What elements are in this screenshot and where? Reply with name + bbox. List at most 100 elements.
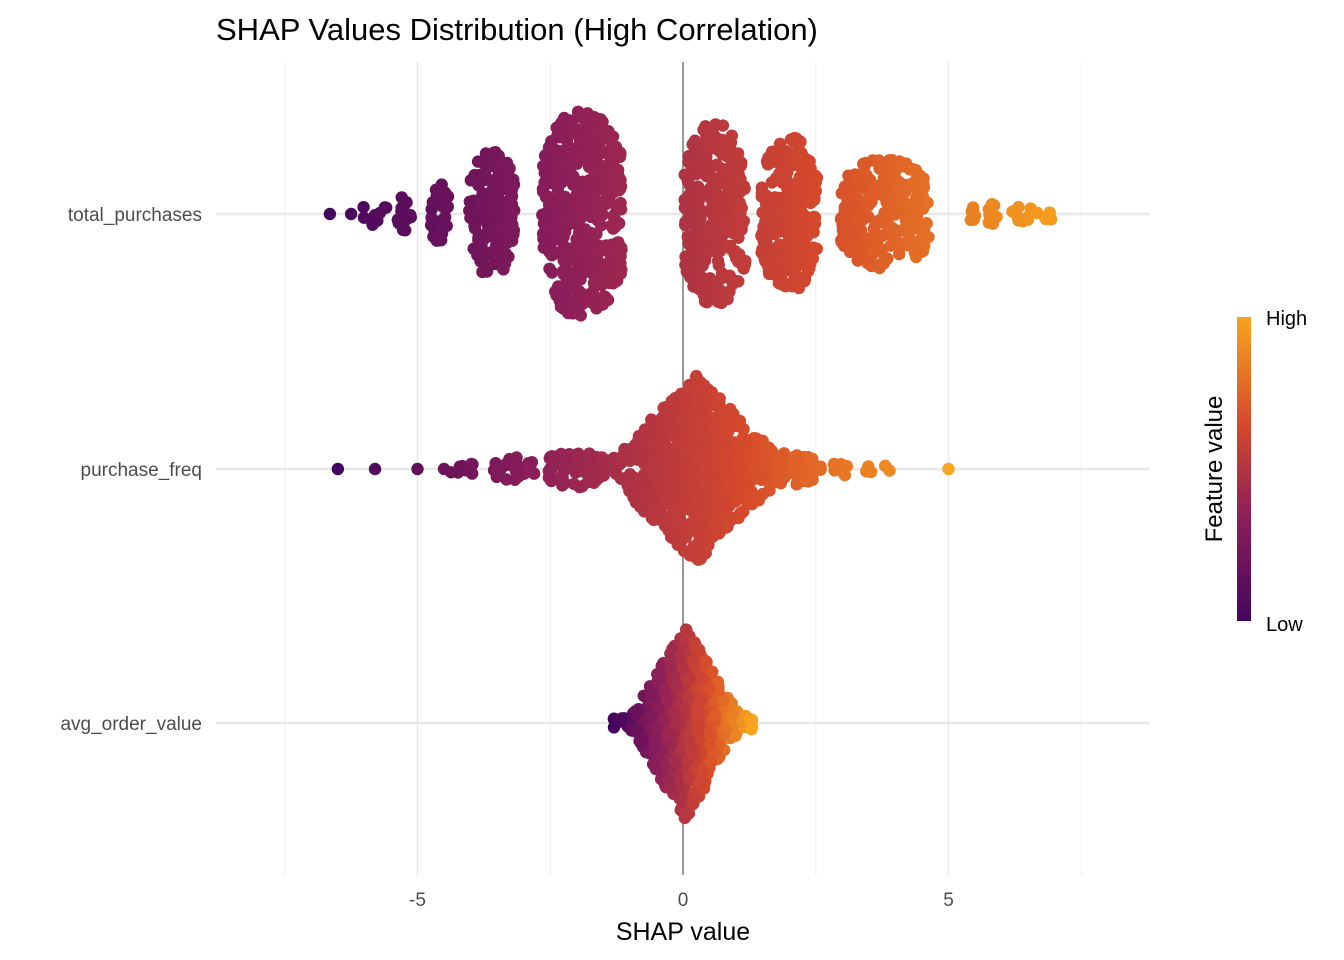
shap-point-purchase_freq-7-783 [654,425,667,438]
shap-point-total_purchases-6-412 [608,270,621,284]
shap-point-total_purchases-7-185 [725,129,739,142]
beeswarm-points [323,105,1058,825]
shap-point-total_purchases-9-117 [847,203,860,217]
shap-point-total_purchases-11-10 [1012,200,1025,214]
shap-point-total_purchases-1-0 [344,207,358,221]
shap-point-total_purchases-6-401 [586,176,600,190]
shap-point-total_purchases-5-161 [491,248,505,261]
shap-point-purchase_freq-7-779 [704,469,718,483]
shap-point-purchase_freq-7-584 [694,552,707,565]
shap-point-total_purchases-6-334 [612,217,626,230]
shap-point-total_purchases-7-285 [684,179,697,192]
shap-point-total_purchases-8-216 [784,133,798,146]
shap-point-purchase_freq-7-741 [684,479,697,492]
shap-point-avg_order_value-1-628 [706,665,719,678]
shap-point-total_purchases-6-414 [538,176,551,189]
shap-point-purchase_freq-7-461 [706,420,719,434]
shap-point-avg_order_value-1-618 [704,756,718,769]
shap-point-total_purchases-5-128 [504,214,517,227]
shap-point-total_purchases-7-299 [733,252,746,266]
shap-point-avg_order_value-1-586 [711,675,725,688]
shap-point-total_purchases-6-390 [568,178,582,191]
shap-point-purchase_freq-8-55 [770,471,783,484]
shap-point-total_purchases-7-288 [685,247,699,260]
shap-point-total_purchases-8-233 [775,209,789,222]
shap-point-total_purchases-8-226 [795,206,809,219]
shap-point-purchase_freq-8-56 [799,466,812,479]
shap-point-purchase_freq-7-765 [675,414,689,427]
shap-point-total_purchases-5-98 [476,265,489,279]
shap-point-total_purchases-9-162 [878,206,891,220]
shap-point-total_purchases-9-195 [851,254,864,267]
shap-point-purchase_freq-8-57 [755,459,768,472]
shap-point-total_purchases-6-94 [543,262,556,276]
shap-point-total_purchases-6-283 [567,307,580,320]
shap-point-purchase_freq-7-578 [660,465,673,479]
shap-point-avg_order_value-1-632 [649,736,662,749]
shap-point-purchase_freq-7-796 [717,461,731,474]
shap-point-avg_order_value-2-10 [743,713,757,726]
shap-point-total_purchases-8-238 [795,241,809,255]
shap-point-purchase_freq-10-0 [942,462,955,476]
shap-point-total_purchases-6-396 [560,118,574,131]
shap-point-purchase_freq-7-734 [665,531,678,544]
shap-point-purchase_freq-7-722 [680,391,693,404]
shap-point-total_purchases-9-241 [880,178,893,192]
shap-point-total_purchases-6-375 [594,113,607,126]
legend-color-bar [1237,316,1251,622]
shap-point-total_purchases-9-246 [878,252,892,265]
shap-point-total_purchases-9-247 [837,221,850,234]
shap-point-total_purchases-6-285 [550,288,563,301]
shap-point-total_purchases-7-225 [699,120,712,133]
shap-point-total_purchases-8-208 [756,242,769,256]
shap-point-total_purchases-6-392 [559,202,572,216]
shap-point-avg_order_value-1-637 [667,706,680,720]
shap-point-purchase_freq-7-791 [620,452,633,465]
shap-point-total_purchases-9-208 [907,196,921,209]
shap-point-total_purchases-7-269 [694,212,707,226]
shap-point-purchase_freq-7-593 [633,432,646,446]
shap-point-total_purchases-6-399 [606,130,620,143]
shap-point-total_purchases-7-296 [733,224,747,237]
shap-point-avg_order_value-1-647 [631,705,645,718]
shap-point-total_purchases-7-245 [678,218,692,232]
shap-point-purchase_freq-7-794 [706,515,719,528]
shap-point-total_purchases-3-13 [399,196,413,209]
shap-point-total_purchases-10-15 [965,205,978,218]
shap-point-total_purchases-6-332 [559,244,572,257]
shap-point-total_purchases-8-228 [775,176,789,189]
shap-point-purchase_freq-6-78 [558,476,571,490]
shap-point-purchase_freq-7-787 [681,444,694,458]
shap-point-total_purchases-8-234 [796,162,809,175]
shap-point-purchase_freq-8-58 [806,453,819,466]
shap-point-total_purchases-5-145 [499,157,512,171]
shap-point-total_purchases-5-160 [476,155,489,169]
shap-point-avg_order_value-1-645 [684,739,697,753]
shap-point-total_purchases-5-149 [491,180,504,194]
shap-point-total_purchases-7-272 [697,289,711,302]
shap-point-total_purchases-7-278 [720,148,733,161]
shap-point-total_purchases-9-154 [859,156,873,170]
shap-point-purchase_freq-6-73 [567,477,581,491]
shap-point-avg_order_value-1-580 [688,659,702,672]
shap-point-avg_order_value-1-640 [667,671,680,685]
shap-point-total_purchases-6-403 [553,227,566,240]
shap-point-total_purchases-9-239 [916,219,929,232]
shap-point-purchase_freq-7-726 [752,494,766,507]
shap-point-purchase_freq-1-0 [368,462,382,476]
shap-point-total_purchases-9-245 [906,162,919,176]
shap-point-total_purchases-8-223 [781,165,794,179]
shap-point-total_purchases-9-222 [895,160,908,173]
shap-point-total_purchases-5-137 [491,170,504,184]
shap-point-total_purchases-5-147 [487,148,501,161]
shap-point-total_purchases-9-205 [869,179,882,193]
shap-point-total_purchases-4-35 [441,190,455,203]
shap-point-total_purchases-8-178 [792,281,806,295]
shap-point-total_purchases-7-229 [720,291,733,305]
shap-point-total_purchases-9-224 [879,160,893,173]
legend-label-high: High [1266,308,1307,330]
shap-point-total_purchases-10-14 [982,216,996,229]
shap-point-total_purchases-8-175 [808,211,822,224]
x-tick-label-5: 5 [943,890,954,911]
shap-point-total_purchases-7-264 [692,196,705,209]
